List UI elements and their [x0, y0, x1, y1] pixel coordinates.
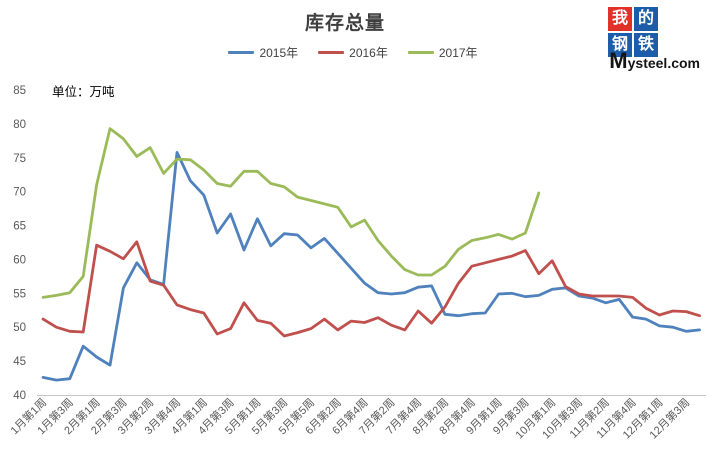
chart-legend: 2015年 2016年 2017年: [0, 44, 706, 61]
unit-label: 单位：万吨: [52, 85, 115, 99]
series-2015年: [41, 150, 701, 382]
y-axis-label: 45: [13, 356, 26, 368]
mysteel-logo: 我 的 钢 铁 Mysteel.com: [586, 6, 706, 74]
legend-item-2015: 2015年: [228, 44, 298, 61]
legend-swatch-2016: [318, 51, 345, 54]
legend-swatch-2015: [228, 51, 255, 54]
y-axis-label: 40: [13, 390, 26, 402]
logo-site-m: M: [609, 48, 628, 73]
y-axis-label: 55: [13, 288, 26, 300]
legend-label-2016: 2016年: [349, 46, 388, 60]
logo-char-de: 的: [634, 7, 658, 31]
series-2017年: [41, 127, 541, 299]
legend-label-2015: 2015年: [259, 46, 299, 60]
chart-title: 库存总量: [304, 12, 385, 34]
y-axis-label: 60: [13, 254, 26, 266]
series-2016年: [41, 240, 701, 338]
mysteel-logo-grid: 我 的 钢 铁: [608, 7, 658, 57]
legend-item-2017: 2017年: [407, 44, 478, 61]
y-axis-label: 50: [13, 322, 26, 334]
legend-swatch-2017: [407, 51, 434, 54]
logo-char-tie: 铁: [634, 33, 658, 57]
logo-site-rest: ysteel.com: [627, 55, 700, 71]
y-axis-label: 80: [13, 119, 26, 131]
y-axis-label: 65: [13, 221, 26, 233]
logo-site-text: Mysteel.com: [609, 48, 700, 74]
y-axis-label: 75: [13, 153, 26, 165]
y-axis-label: 70: [13, 187, 26, 199]
logo-char-gang: 钢: [608, 33, 632, 57]
legend-label-2017: 2017年: [438, 46, 478, 60]
logo-char-wo: 我: [608, 7, 632, 31]
legend-item-2016: 2016年: [318, 44, 388, 61]
y-axis-label: 85: [13, 85, 26, 97]
